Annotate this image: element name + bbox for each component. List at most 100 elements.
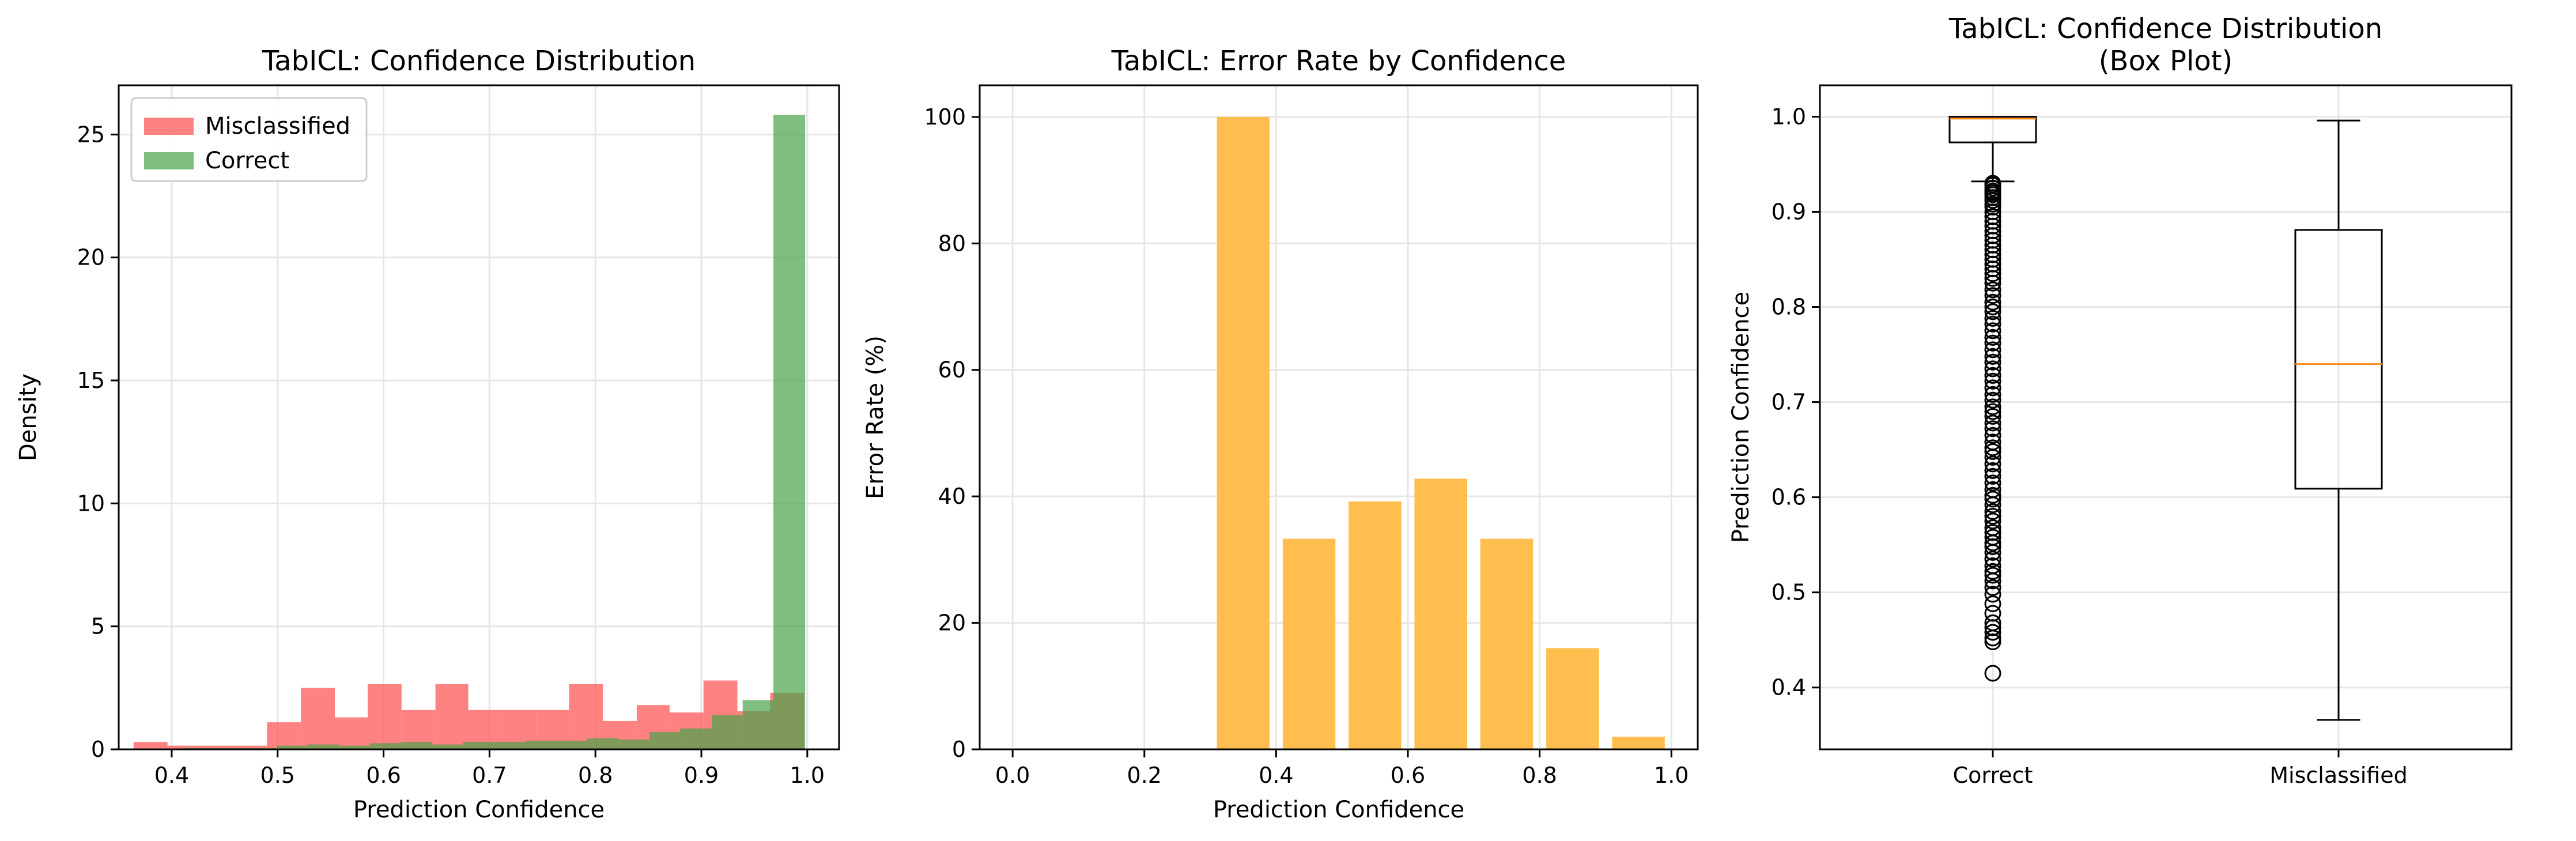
histogram-bar-correct	[773, 115, 806, 750]
x-tick-label: Misclassified	[2269, 763, 2407, 788]
histogram-bar-correct	[463, 742, 494, 749]
y-tick-label: 15	[77, 368, 105, 393]
box-outlier	[1984, 567, 2001, 584]
y-tick-label: 60	[938, 357, 966, 383]
y-tick-label: 0	[91, 737, 105, 762]
box-outlier	[1984, 550, 2001, 568]
box-outlier	[1984, 524, 2001, 541]
x-tick-label: 1.0	[790, 763, 825, 788]
box-outlier	[1984, 195, 2001, 213]
x-tick-label: 0.6	[366, 763, 401, 788]
box-plot-title: TabICL: Confidence Distribution	[1948, 13, 2382, 45]
box-plot-x-ticks: Correct Misclassified	[1953, 749, 2408, 788]
box-outlier	[1984, 353, 2001, 371]
histogram-bar-correct	[493, 742, 526, 749]
error-rate-x-ticks: 0.0 0.2 0.4 0.6 0.8 1.0	[995, 749, 1689, 788]
box-outlier	[1984, 310, 2001, 327]
error-rate-x-label: Prediction Confidence	[1213, 797, 1464, 823]
box-outlier	[1984, 329, 2001, 346]
histogram-bar-correct	[712, 715, 743, 749]
y-tick-label: 0.5	[1772, 580, 1806, 605]
box-outlier	[1984, 508, 2001, 525]
box-outlier	[1984, 391, 2001, 409]
histogram-y-ticks: 0 5 10 15 20 25	[77, 122, 119, 762]
legend-label-misclassified: Misclassified	[205, 113, 350, 139]
y-tick-label: 0.6	[1772, 485, 1806, 510]
box-plot-y-label: Prediction Confidence	[1728, 292, 1754, 543]
histogram-bar-misclassified	[435, 684, 469, 749]
box-plot-y-ticks: 0.4 0.5 0.6 0.7 0.8 0.9 1.0	[1772, 104, 1820, 700]
error-rate-bars	[1217, 116, 1665, 749]
histogram-bars	[133, 115, 806, 750]
histogram-bar-correct	[400, 742, 433, 749]
box-outlier	[1984, 341, 2001, 359]
histogram-frame	[118, 84, 840, 751]
histogram-grid	[119, 85, 839, 751]
error-rate-frame	[979, 84, 1699, 751]
box-outlier	[1984, 386, 2001, 403]
histogram-panel: 0.4 0.5 0.6 0.7 0.8 0.9 1.0 0 5 10 15 20 25 TabICL:…	[15, 45, 840, 823]
error-rate-bar	[1546, 648, 1599, 749]
error-rate-bar	[1612, 737, 1665, 749]
error-rate-bar	[1414, 478, 1467, 749]
y-tick-label: 20	[938, 610, 966, 636]
box-outlier	[1984, 439, 2001, 457]
box-outlier	[1984, 503, 2001, 520]
histogram-bar-correct	[432, 744, 463, 749]
box-outlier	[1984, 467, 2001, 485]
box-outlier	[1984, 614, 2001, 631]
error-rate-title: TabICL: Error Rate by Confidence	[1111, 45, 1566, 77]
error-rate-bar	[1480, 538, 1533, 749]
box-outlier	[1984, 557, 2001, 574]
y-tick-label: 0.7	[1772, 390, 1806, 415]
box-outlier	[1984, 624, 2001, 641]
box-outlier	[1984, 175, 2001, 192]
box-plot-boxes	[1948, 115, 2383, 721]
y-tick-label: 10	[77, 491, 105, 516]
box-outlier	[1984, 586, 2001, 603]
histogram-bar-correct	[276, 745, 308, 749]
histogram-title: TabICL: Confidence Distribution	[262, 45, 696, 77]
box-outlier	[1984, 398, 2001, 416]
x-tick-label: 0.5	[260, 763, 295, 788]
box-outlier	[1984, 462, 2001, 479]
box-outlier	[1984, 208, 2001, 225]
box-outlier	[1984, 455, 2001, 473]
histogram-bar-correct	[339, 745, 370, 749]
box-outlier	[1984, 605, 2001, 622]
box-outlier	[1984, 334, 2001, 352]
x-tick-label: 1.0	[1654, 763, 1689, 788]
error-rate-bar	[1349, 501, 1402, 749]
box-outlier	[1984, 443, 2001, 460]
histogram-bar-correct	[307, 744, 339, 749]
histogram-y-label: Density	[15, 374, 41, 461]
box-plot-grid	[1820, 85, 2511, 749]
y-tick-label: 5	[91, 614, 105, 639]
box-outlier	[1984, 427, 2001, 444]
box-outlier	[1984, 529, 2001, 546]
histogram-bar-correct	[369, 743, 401, 749]
box-plot-frame	[1819, 84, 2513, 751]
box-outlier	[1984, 414, 2001, 432]
histogram-bar-correct	[680, 728, 712, 749]
histogram-legend: Misclassified Correct	[130, 97, 368, 182]
box-outlier	[1984, 360, 2001, 378]
box-outlier	[1984, 433, 2001, 451]
y-tick-label: 0.9	[1772, 199, 1806, 225]
error-rate-bar	[1217, 116, 1270, 749]
box-outlier	[1984, 372, 2001, 390]
y-tick-label: 0.8	[1772, 295, 1806, 320]
box-outlier	[1984, 420, 2001, 438]
box-outlier	[1984, 519, 2001, 536]
box-outlier	[1984, 322, 2001, 340]
y-tick-label: 0	[952, 737, 966, 762]
box-body	[2294, 229, 2383, 490]
y-tick-label: 20	[77, 245, 105, 270]
histogram-bar-correct	[618, 739, 649, 749]
box-plot-subtitle: (Box Plot)	[2099, 45, 2233, 77]
x-tick-label: 0.9	[684, 763, 719, 788]
x-tick-label: Correct	[1953, 763, 2033, 788]
histogram-bar-misclassified	[267, 722, 301, 749]
box-outlier	[1984, 315, 2001, 333]
histogram-bar-correct	[649, 732, 681, 749]
